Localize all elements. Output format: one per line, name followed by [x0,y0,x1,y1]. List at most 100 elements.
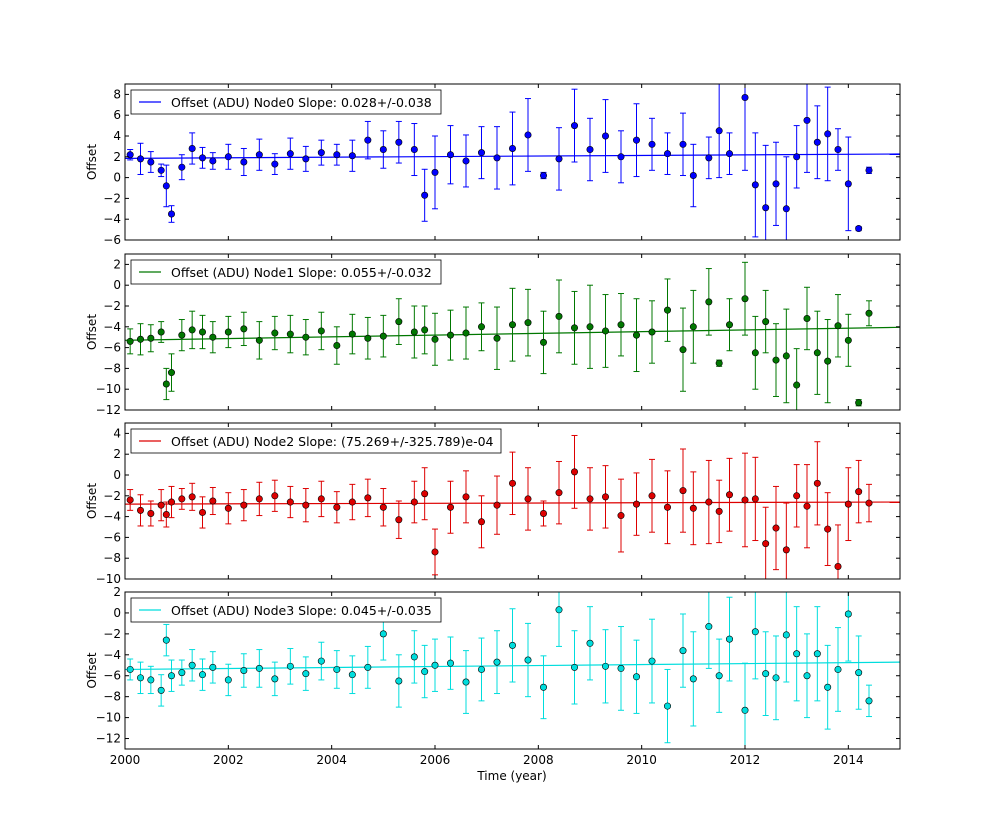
data-point [410,653,418,661]
data-point [813,479,821,487]
data-point [147,676,155,684]
y-tick-label: 0 [113,278,121,292]
data-point [317,495,325,503]
data-point [782,546,790,554]
data-point [601,493,609,501]
data-point [617,512,625,520]
data-point [570,468,578,476]
x-tick-label: 2014 [833,753,864,767]
y-tick-label: 6 [113,108,121,122]
y-tick-label: 4 [113,426,121,440]
data-point [168,369,176,377]
data-point [834,322,842,330]
data-point [379,630,387,638]
data-point [834,563,842,571]
y-tick-label: −8 [103,361,121,375]
data-point [741,496,749,504]
data-point [333,342,341,350]
data-point [601,662,609,670]
legend-label: Offset (ADU) Node2 Slope: (75.269+/-325.… [171,434,494,449]
data-point [586,323,594,331]
data-point [803,314,811,322]
data-point [162,380,170,388]
panel-node2: 4 2 0 −2 −4 −6 −8 −10 Offset Offset (ADU) Node2 S… [85,422,901,586]
data-point [555,606,563,614]
data-point [178,163,186,171]
data-point [570,663,578,671]
data-point [834,665,842,673]
data-point [648,140,656,148]
data-point [586,495,594,503]
data-point [286,150,294,158]
data-point [715,507,723,515]
data-point [772,524,780,532]
data-point [844,180,852,188]
data-point [844,500,852,508]
data-point [255,495,263,503]
panel-node1: 2 0 −2 −4 −6 −8 −10 −12 Offset Offset (ADU) Node1… [85,253,901,417]
data-point [302,155,310,163]
x-tick-label: 2008 [523,753,554,767]
axes-frame [124,422,901,580]
y-tick-label: −4 [103,212,121,226]
data-point [147,509,155,517]
legend: Offset (ADU) Node0 Slope: 0.028+/-0.038 [130,89,442,115]
y-tick-label: −2 [103,627,121,641]
data-point [431,335,439,343]
data-point [462,493,470,501]
data-point [255,151,263,159]
data-point [663,306,671,314]
data-point [772,356,780,364]
data-point [586,146,594,154]
data-point [539,338,547,346]
data-point [271,492,279,500]
data-point [555,155,563,163]
data-point [286,330,294,338]
data-node3 [125,592,900,749]
data-point [126,665,134,673]
data-point [162,182,170,190]
data-point [255,336,263,344]
data-point [209,663,217,671]
data-point [126,496,134,504]
data-point [617,321,625,329]
axes-frame [124,591,901,750]
data-point [157,501,165,509]
data-point [617,664,625,672]
data-point [493,658,501,666]
x-tick-label: 2004 [316,753,347,767]
data-point [431,548,439,556]
x-axis-label: Time (year) [476,769,546,783]
data-point [715,127,723,135]
data-point [271,675,279,683]
legend-box [130,259,442,285]
data-point [421,490,429,498]
data-point [493,154,501,162]
y-tick-label: −6 [103,341,121,355]
data-point [793,650,801,658]
y-tick-label: −4 [103,510,121,524]
data-point [824,525,832,533]
data-point [317,327,325,335]
data-point [157,328,165,336]
data-point [679,487,687,495]
data-point [689,675,697,683]
data-point [855,399,863,407]
data-point [793,492,801,500]
data-point [508,641,516,649]
data-point [679,140,687,148]
data-point [508,144,516,152]
data-point [865,697,873,705]
y-tick-label: −6 [103,530,121,544]
legend: Offset (ADU) Node3 Slope: 0.045+/-0.035 [130,597,442,623]
y-tick-label: −8 [103,690,121,704]
data-point [648,492,656,500]
x-tick-label: 2002 [213,753,244,767]
data-point [431,661,439,669]
data-point [379,332,387,340]
y-tick-label: −2 [103,191,121,205]
data-point [477,323,485,331]
data-point [462,678,470,686]
data-point [725,635,733,643]
data-point [477,665,485,673]
